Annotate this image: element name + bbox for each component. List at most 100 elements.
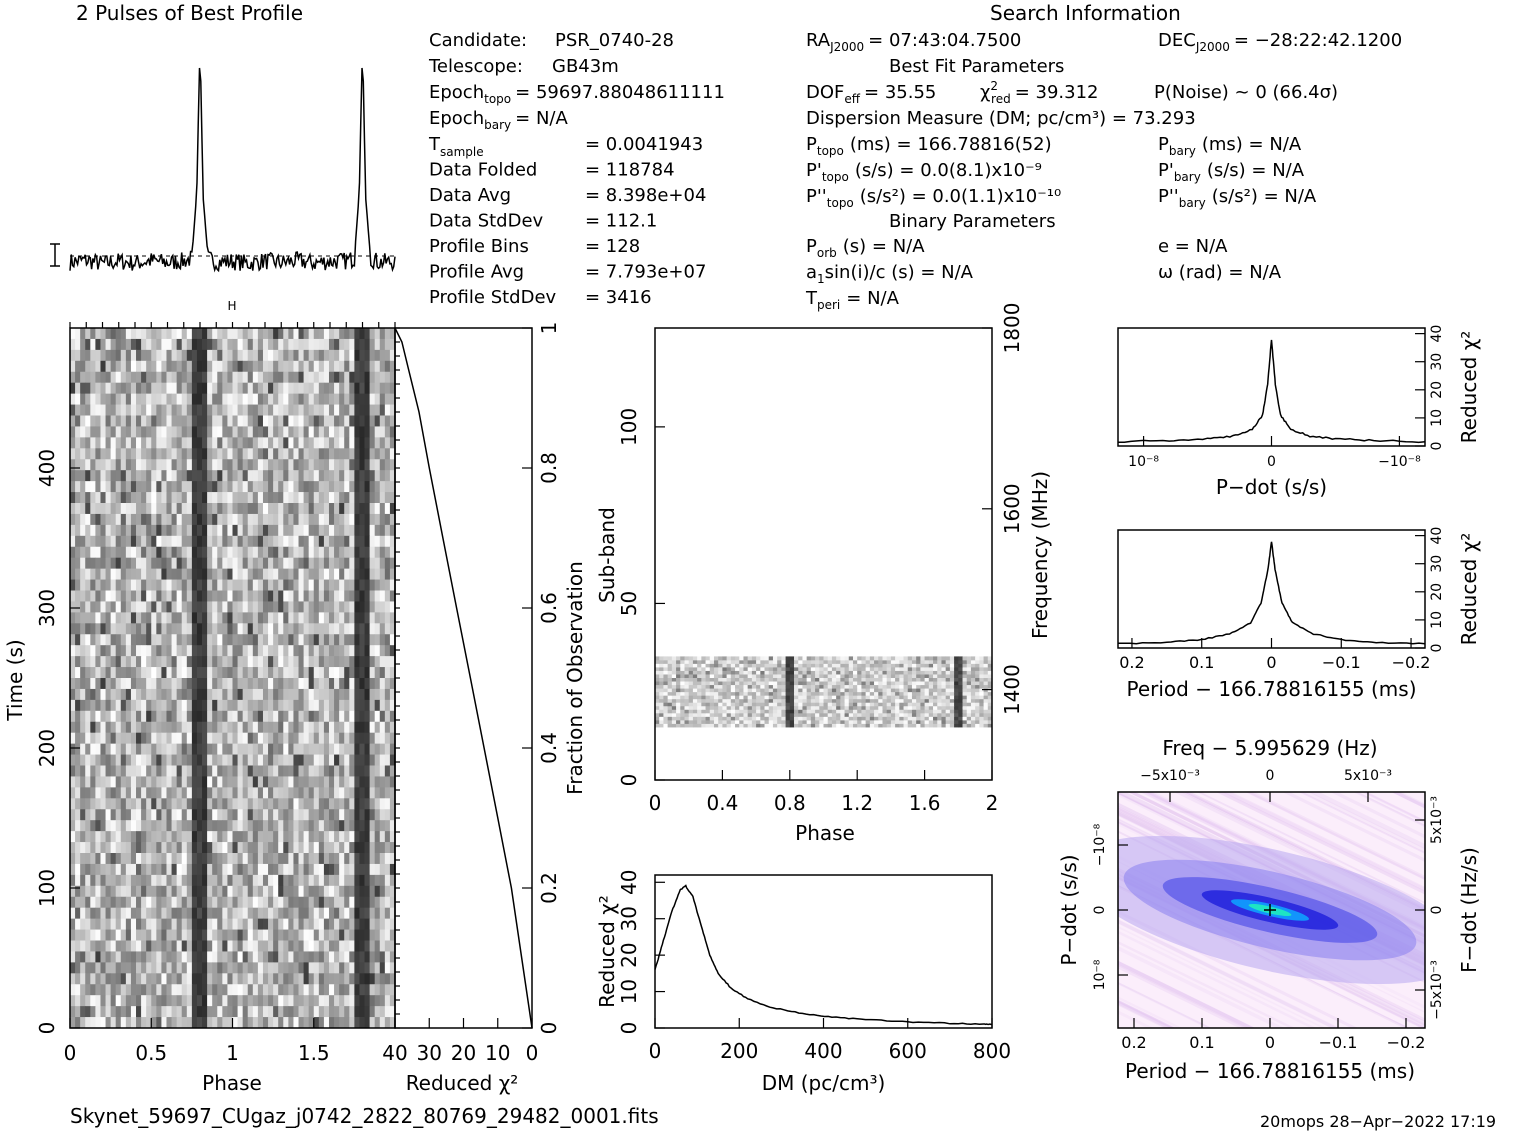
subband-cell	[937, 705, 942, 710]
subband-cell	[970, 705, 976, 710]
time-phase-cell	[105, 831, 112, 843]
time-phase-cell	[359, 513, 365, 526]
time-phase-cell	[293, 492, 299, 504]
time-phase-cell	[156, 896, 162, 909]
time-phase-cell	[318, 503, 325, 515]
time-phase-cell	[298, 929, 304, 941]
time-phase-cell	[334, 853, 340, 865]
time-phase-cell	[268, 371, 274, 384]
time-phase-cell	[339, 918, 345, 930]
time-phase-cell	[257, 404, 264, 416]
time-phase-cell	[328, 557, 335, 570]
subband-cell	[739, 705, 744, 710]
time-phase-cell	[136, 382, 142, 395]
time-phase-cell	[141, 962, 147, 974]
time-phase-cell	[273, 863, 279, 876]
time-phase-cell	[364, 842, 371, 854]
time-phase-cell	[80, 328, 86, 340]
time-phase-cell	[384, 503, 391, 515]
time-phase-cell	[313, 426, 320, 438]
time-phase-cell	[146, 535, 152, 548]
time-phase-cell	[328, 940, 335, 952]
time-phase-cell	[334, 798, 340, 810]
time-phase-cell	[313, 656, 320, 668]
time-phase-cell	[115, 809, 122, 821]
time-phase-cell	[318, 338, 325, 351]
subband-cell	[920, 723, 925, 728]
time-phase-cell	[222, 874, 228, 887]
time-phase-cell	[100, 918, 106, 930]
time-phase-cell	[156, 535, 162, 548]
time-phase-cell	[369, 503, 376, 515]
time-phase-cell	[257, 831, 264, 843]
subband-cell	[911, 723, 917, 728]
time-phase-cell	[257, 524, 264, 537]
time-phase-cell	[318, 907, 325, 920]
subband-cell	[671, 695, 677, 700]
time-phase-cell	[364, 601, 371, 613]
time-phase-cell	[374, 513, 381, 526]
time-phase-cell	[369, 546, 376, 559]
subband-cell	[911, 712, 917, 717]
time-phase-cell	[181, 645, 188, 657]
time-phase-cell	[75, 678, 81, 690]
time-phase-cell	[125, 743, 132, 755]
info-column-2: RAJ2000 = 07:43:04.7500 Best Fit Paramete…	[805, 30, 1338, 312]
time-phase-cell	[156, 940, 162, 952]
time-phase-cell	[75, 623, 81, 635]
subband-cell	[844, 705, 850, 710]
time-phase-cell	[339, 656, 345, 668]
time-phase-cell	[141, 634, 147, 646]
time-phase-cell	[100, 667, 106, 679]
time-phase-cell	[176, 349, 183, 362]
time-phase-cell	[354, 853, 360, 865]
time-phase-cell	[191, 765, 198, 777]
time-phase-cell	[166, 546, 172, 559]
time-phase-cell	[146, 393, 152, 405]
chi2-ytick-label: 0	[537, 1022, 561, 1035]
time-phase-cell	[161, 951, 167, 963]
time-phase-cell	[222, 393, 228, 405]
time-phase-cell	[166, 328, 172, 340]
time-phase-cell	[252, 842, 259, 854]
time-phase-cell	[166, 929, 172, 941]
time-phase-cell	[217, 765, 223, 777]
time-phase-cell	[247, 721, 254, 734]
subband-cell	[848, 702, 854, 707]
time-phase-cell	[80, 448, 86, 460]
time-phase-cell	[313, 787, 320, 799]
time-phase-cell	[283, 393, 289, 405]
time-phase-cell	[293, 732, 299, 745]
time-phase-cell	[303, 678, 310, 690]
time-phase-cell	[136, 448, 142, 460]
time-phase-cell	[186, 513, 193, 526]
time-phase-cell	[318, 743, 325, 755]
time-phase-cell	[115, 371, 122, 384]
time-phase-cell	[339, 765, 345, 777]
time-phase-cell	[166, 513, 172, 526]
time-phase-cell	[364, 940, 371, 952]
time-phase-cell	[247, 557, 254, 570]
time-phase-cell	[293, 645, 299, 657]
time-phase-cell	[217, 688, 223, 701]
time-phase-cell	[181, 612, 188, 624]
time-phase-cell	[262, 885, 269, 898]
time-phase-cell	[100, 754, 106, 766]
time-phase-cell	[166, 787, 172, 799]
time-phase-cell	[90, 710, 96, 723]
time-phase-cell	[313, 907, 320, 920]
time-phase-cell	[318, 579, 325, 591]
time-phase-cell	[217, 787, 223, 799]
time-phase-cell	[344, 404, 350, 416]
time-phase-cell	[252, 393, 259, 405]
time-phase-cell	[273, 415, 279, 427]
subband-cell	[756, 705, 761, 710]
time-phase-cell	[252, 973, 259, 985]
time-phase-cell	[95, 601, 101, 613]
time-phase-cell	[374, 721, 381, 734]
time-phase-cell	[227, 688, 233, 701]
time-phase-cell	[75, 645, 81, 657]
time-phase-cell	[298, 787, 304, 799]
time-phase-cell	[344, 721, 350, 734]
time-phase-cell	[374, 973, 381, 985]
